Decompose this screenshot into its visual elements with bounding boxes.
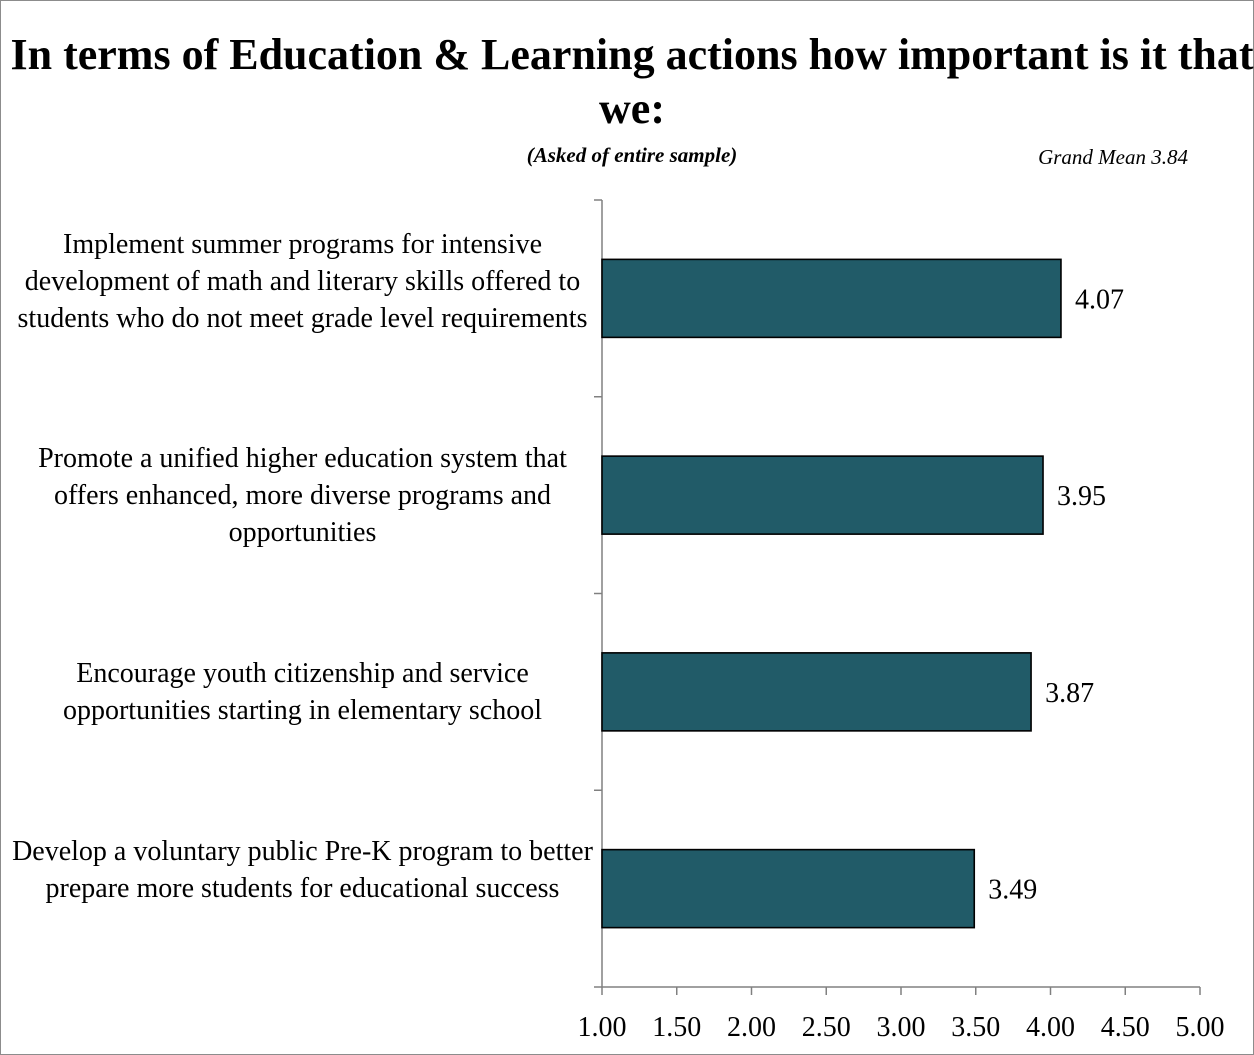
x-tick-label: 2.50 xyxy=(802,1012,851,1043)
category-label-youth-citizenship: Encourage youth citizenship and service … xyxy=(62,658,542,726)
bar xyxy=(601,455,1044,535)
chart-title: In terms of Education & Learning actions… xyxy=(10,30,1254,133)
value-label: 3.87 xyxy=(1045,678,1094,709)
x-tick-label: 1.00 xyxy=(578,1012,627,1043)
x-tick-label: 2.00 xyxy=(727,1012,776,1043)
x-tick-label: 4.50 xyxy=(1101,1012,1150,1043)
bar xyxy=(601,848,976,929)
x-tick-label: 3.00 xyxy=(877,1012,926,1043)
category-label-higher-education: Promote a unified higher education syste… xyxy=(38,443,567,548)
chart-subtitle: (Asked of entire sample) xyxy=(526,143,738,167)
value-label: 4.07 xyxy=(1075,284,1124,315)
bar xyxy=(601,652,1032,732)
category-label-summer-programs: Implement summer programs for intensive … xyxy=(17,229,588,334)
category-label-pre-k: Develop a voluntary public Pre-K program… xyxy=(12,836,593,904)
x-tick-label: 4.00 xyxy=(1026,1012,1075,1043)
x-tick-label: 1.50 xyxy=(652,1012,701,1043)
bar xyxy=(601,258,1062,339)
x-tick-label: 3.50 xyxy=(951,1012,1000,1043)
grand-mean-annotation: Grand Mean 3.84 xyxy=(1038,145,1188,169)
value-label: 3.49 xyxy=(988,875,1037,906)
x-tick-label: 5.00 xyxy=(1176,1012,1225,1043)
value-label: 3.95 xyxy=(1057,481,1106,512)
